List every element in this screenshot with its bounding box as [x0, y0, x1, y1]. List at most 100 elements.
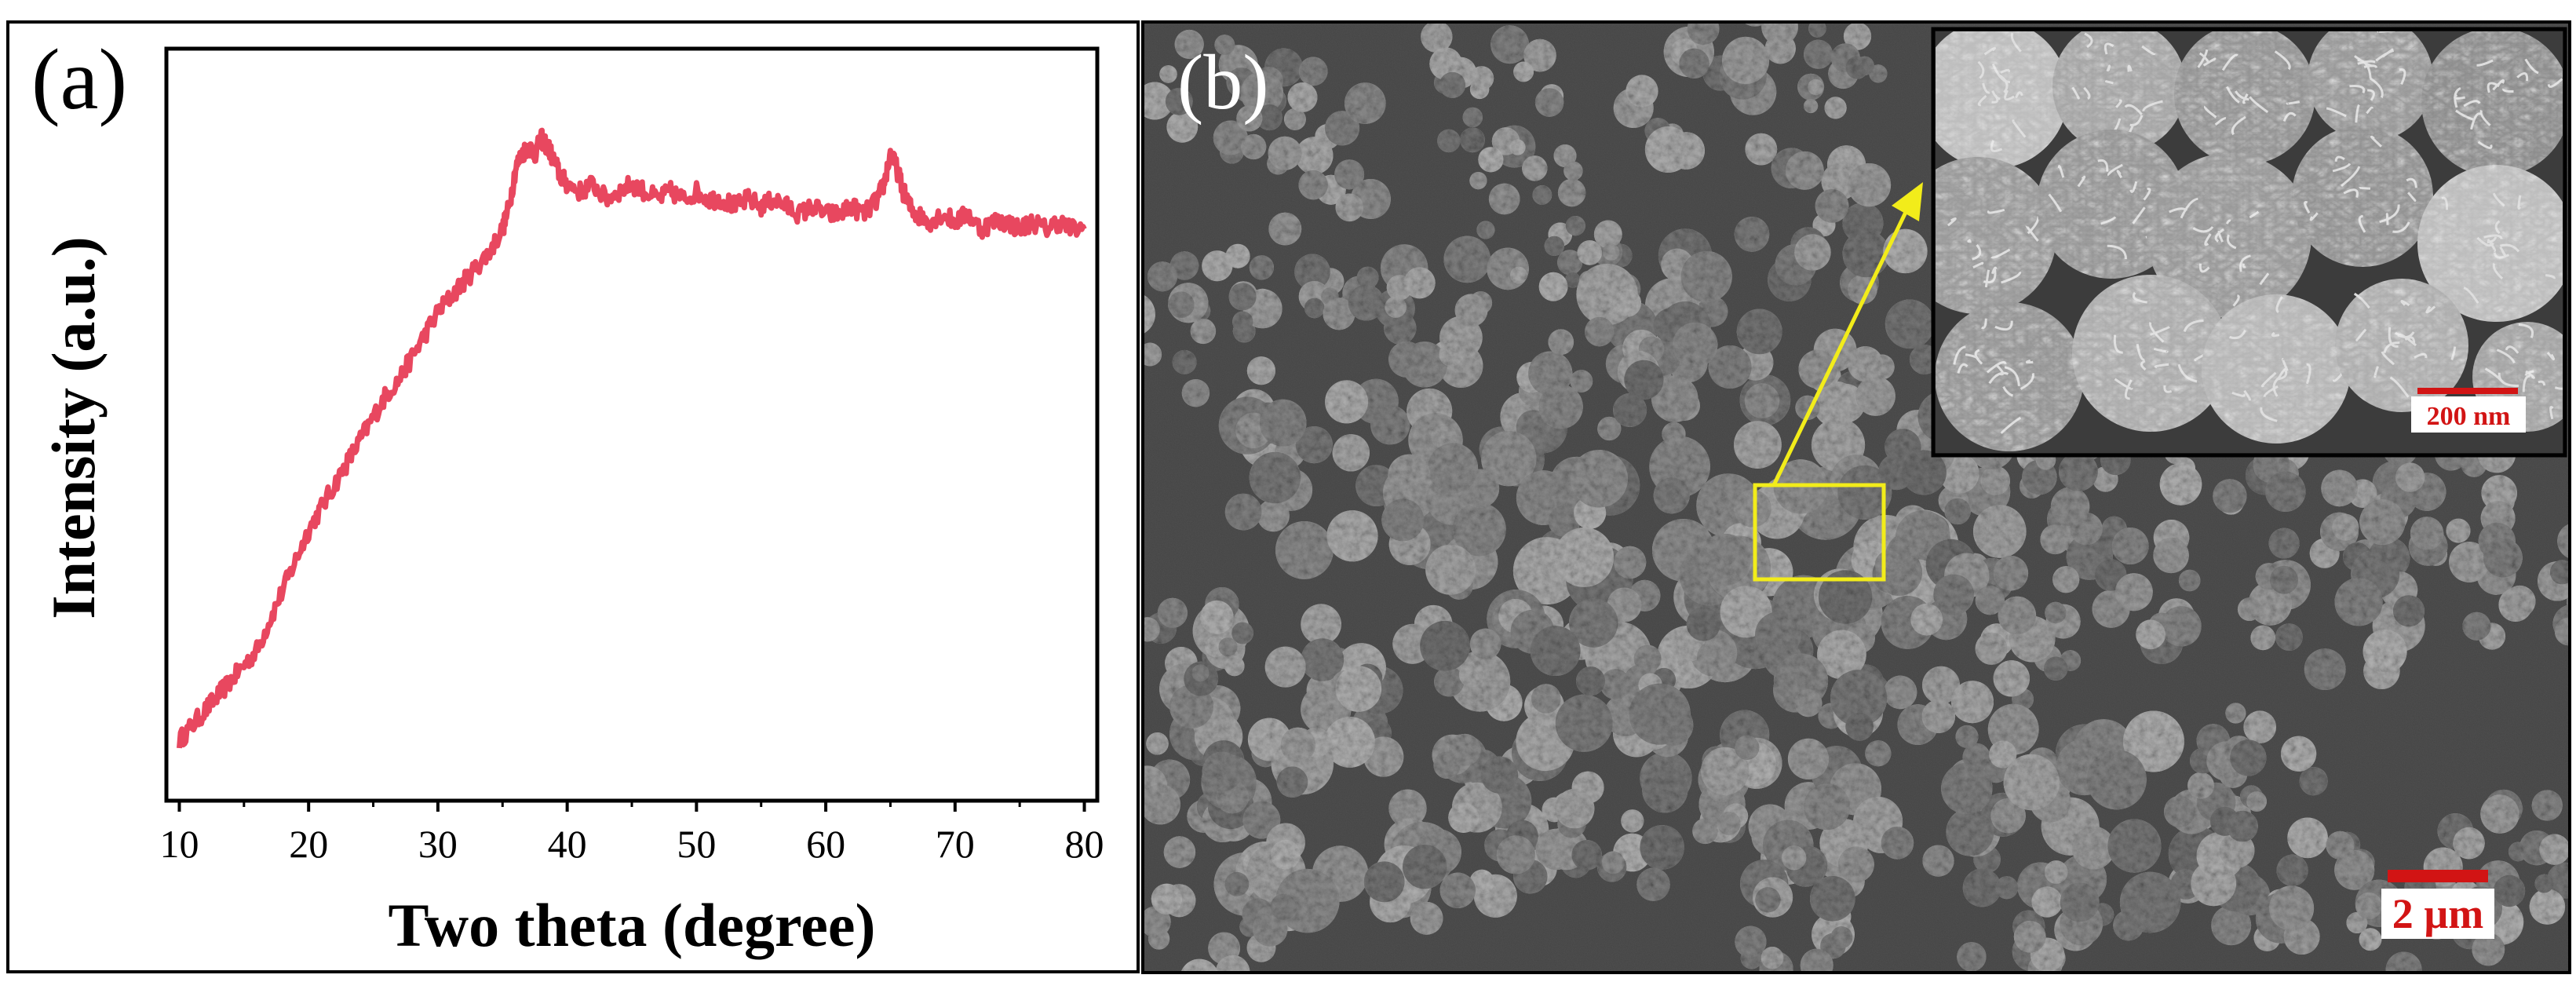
x-tick-label: 10 [159, 822, 199, 866]
nanoflower-petal [2366, 106, 2373, 115]
nanoflower-petal [2124, 379, 2133, 400]
nanoflower-petal [2242, 263, 2246, 268]
nanoflower-petal [2010, 32, 2022, 53]
nanoflower-petal [2084, 32, 2093, 49]
nanoflower-petal [1990, 140, 2003, 152]
nanoflower-petal [2370, 135, 2382, 148]
nanoflower-petal [2524, 370, 2534, 377]
nanoflower-petal [2214, 117, 2227, 126]
nanoflower-petal [2477, 141, 2493, 149]
nanoflower-petal [2229, 330, 2246, 340]
nanoflower-petal [2494, 220, 2501, 235]
nanoflower-petal [2492, 192, 2505, 207]
nanoflower-petal [1972, 243, 1982, 261]
nanoflower-petal [2149, 321, 2165, 343]
sem-particle [2020, 982, 2060, 1004]
nanoflower-petal [2392, 221, 2410, 233]
nanoflower-petal [2180, 197, 2198, 219]
nanoflower-petal [2454, 93, 2465, 100]
nanoflower-petal [2226, 234, 2237, 250]
nanoflower-petal [2470, 112, 2482, 130]
nanoflower-petal [2129, 181, 2138, 193]
nanoflower-petal [2425, 305, 2436, 314]
nanoflower-petal [2136, 343, 2145, 361]
nanoflower-petal [2487, 236, 2498, 243]
nanoflower-petal [1957, 363, 1968, 374]
nanoflower-petal [2000, 416, 2022, 434]
nanoflower-petal [2221, 53, 2238, 71]
nanoflower-petal [2235, 90, 2249, 101]
nanoflower-petal [2107, 244, 2127, 260]
nanoflower-petal [2012, 119, 2027, 138]
nanoflower-petal [2143, 187, 2151, 201]
nanoflower-petal [2505, 345, 2519, 354]
nanoflower-petal [2388, 327, 2399, 348]
nanoflower-petal [2124, 104, 2143, 115]
inset-nanoflowers [1936, 31, 2563, 451]
nanoflower-petal [2163, 385, 2173, 393]
nanoflower-petal [1947, 217, 1957, 227]
main-scale-label: 2 µm [2392, 890, 2484, 937]
nanoflower-petal [2259, 272, 2270, 286]
nanoflower-petal [2100, 216, 2117, 225]
zoom-arrow-line [1771, 204, 1911, 487]
nanoflower-petal [2381, 351, 2395, 366]
nanoflower-petal [2002, 385, 2013, 397]
nanoflower-petal [2522, 374, 2530, 392]
nanoflower-petal [2129, 115, 2144, 126]
nanoflower-petal [2499, 246, 2507, 257]
nanoflower-petal [2214, 228, 2225, 243]
nanoflower-petal [2116, 170, 2123, 179]
nanoflower-petal [1965, 353, 1979, 360]
nanoflower-petal [2349, 84, 2366, 94]
nanoflower-petal [2354, 55, 2373, 68]
nanoflower-petal [2479, 109, 2491, 126]
zoom-arrow-head [1892, 182, 1923, 221]
nanoflower-petal [2546, 352, 2556, 360]
nanoflower-petal [2492, 79, 2505, 91]
nanoflower [1936, 302, 2084, 451]
xrd-series-line [177, 127, 1087, 749]
nanoflower-petal [2547, 78, 2563, 88]
nanoflower-petal [1996, 364, 2005, 376]
zoom-region-box [1753, 483, 1886, 582]
y-axis-label: Intensity (a.u.) [39, 236, 108, 619]
x-tick-label: 60 [806, 822, 845, 866]
nanoflower-petal [2127, 64, 2133, 72]
nanoflower-petal [2373, 366, 2379, 378]
nanoflower-petal [2057, 165, 2065, 178]
nanoflower-petal [2463, 100, 2481, 108]
nanoflower-petal [1983, 268, 1997, 284]
nanoflower-petal [2363, 64, 2378, 68]
nanoflower-petal [2000, 68, 2010, 74]
nanoflower-petal [2020, 373, 2034, 390]
nanoflower-petal [1983, 46, 1996, 56]
nanoflower-petal [2004, 89, 2015, 101]
nanoflower-petal [2083, 86, 2091, 100]
nanoflower-petal [2097, 159, 2109, 172]
nanoflower [1936, 157, 2056, 314]
nanoflower-petal [2554, 386, 2563, 390]
nanoflower-petal [2383, 341, 2400, 354]
main-scale-label-bg [2381, 889, 2494, 939]
panel-b-sem-image: (b) 200 nm 2 µm [1141, 20, 2571, 1004]
nanoflower-petal [2499, 243, 2520, 253]
nanoflower-petal [2077, 175, 2086, 188]
nanoflower-petal [2414, 352, 2428, 359]
nanoflower [1936, 31, 2068, 169]
nanoflower-petal [2455, 109, 2475, 122]
panel-a-xrd-chart: (a) 10 20 30 40 50 60 70 80 Two theta (degree) … [6, 20, 1140, 973]
nanoflower-petal [2004, 366, 2020, 386]
nanoflower-petal [2154, 363, 2169, 368]
nanoflower-petal [1987, 208, 2005, 214]
inset-scale-label-bg [2411, 396, 2526, 433]
nanoflower-petal [2367, 89, 2375, 101]
nanoflower-petal [2142, 100, 2163, 112]
nanoflower-petal [2263, 385, 2279, 398]
nanoflower-petal [2332, 162, 2352, 173]
nanoflower-petal [2132, 291, 2147, 304]
nanoflower-petal [2260, 407, 2278, 422]
nanoflower-petal [1982, 82, 1990, 94]
nanoflower-petal [2048, 193, 2063, 213]
x-tick-label: 80 [1065, 822, 1104, 866]
